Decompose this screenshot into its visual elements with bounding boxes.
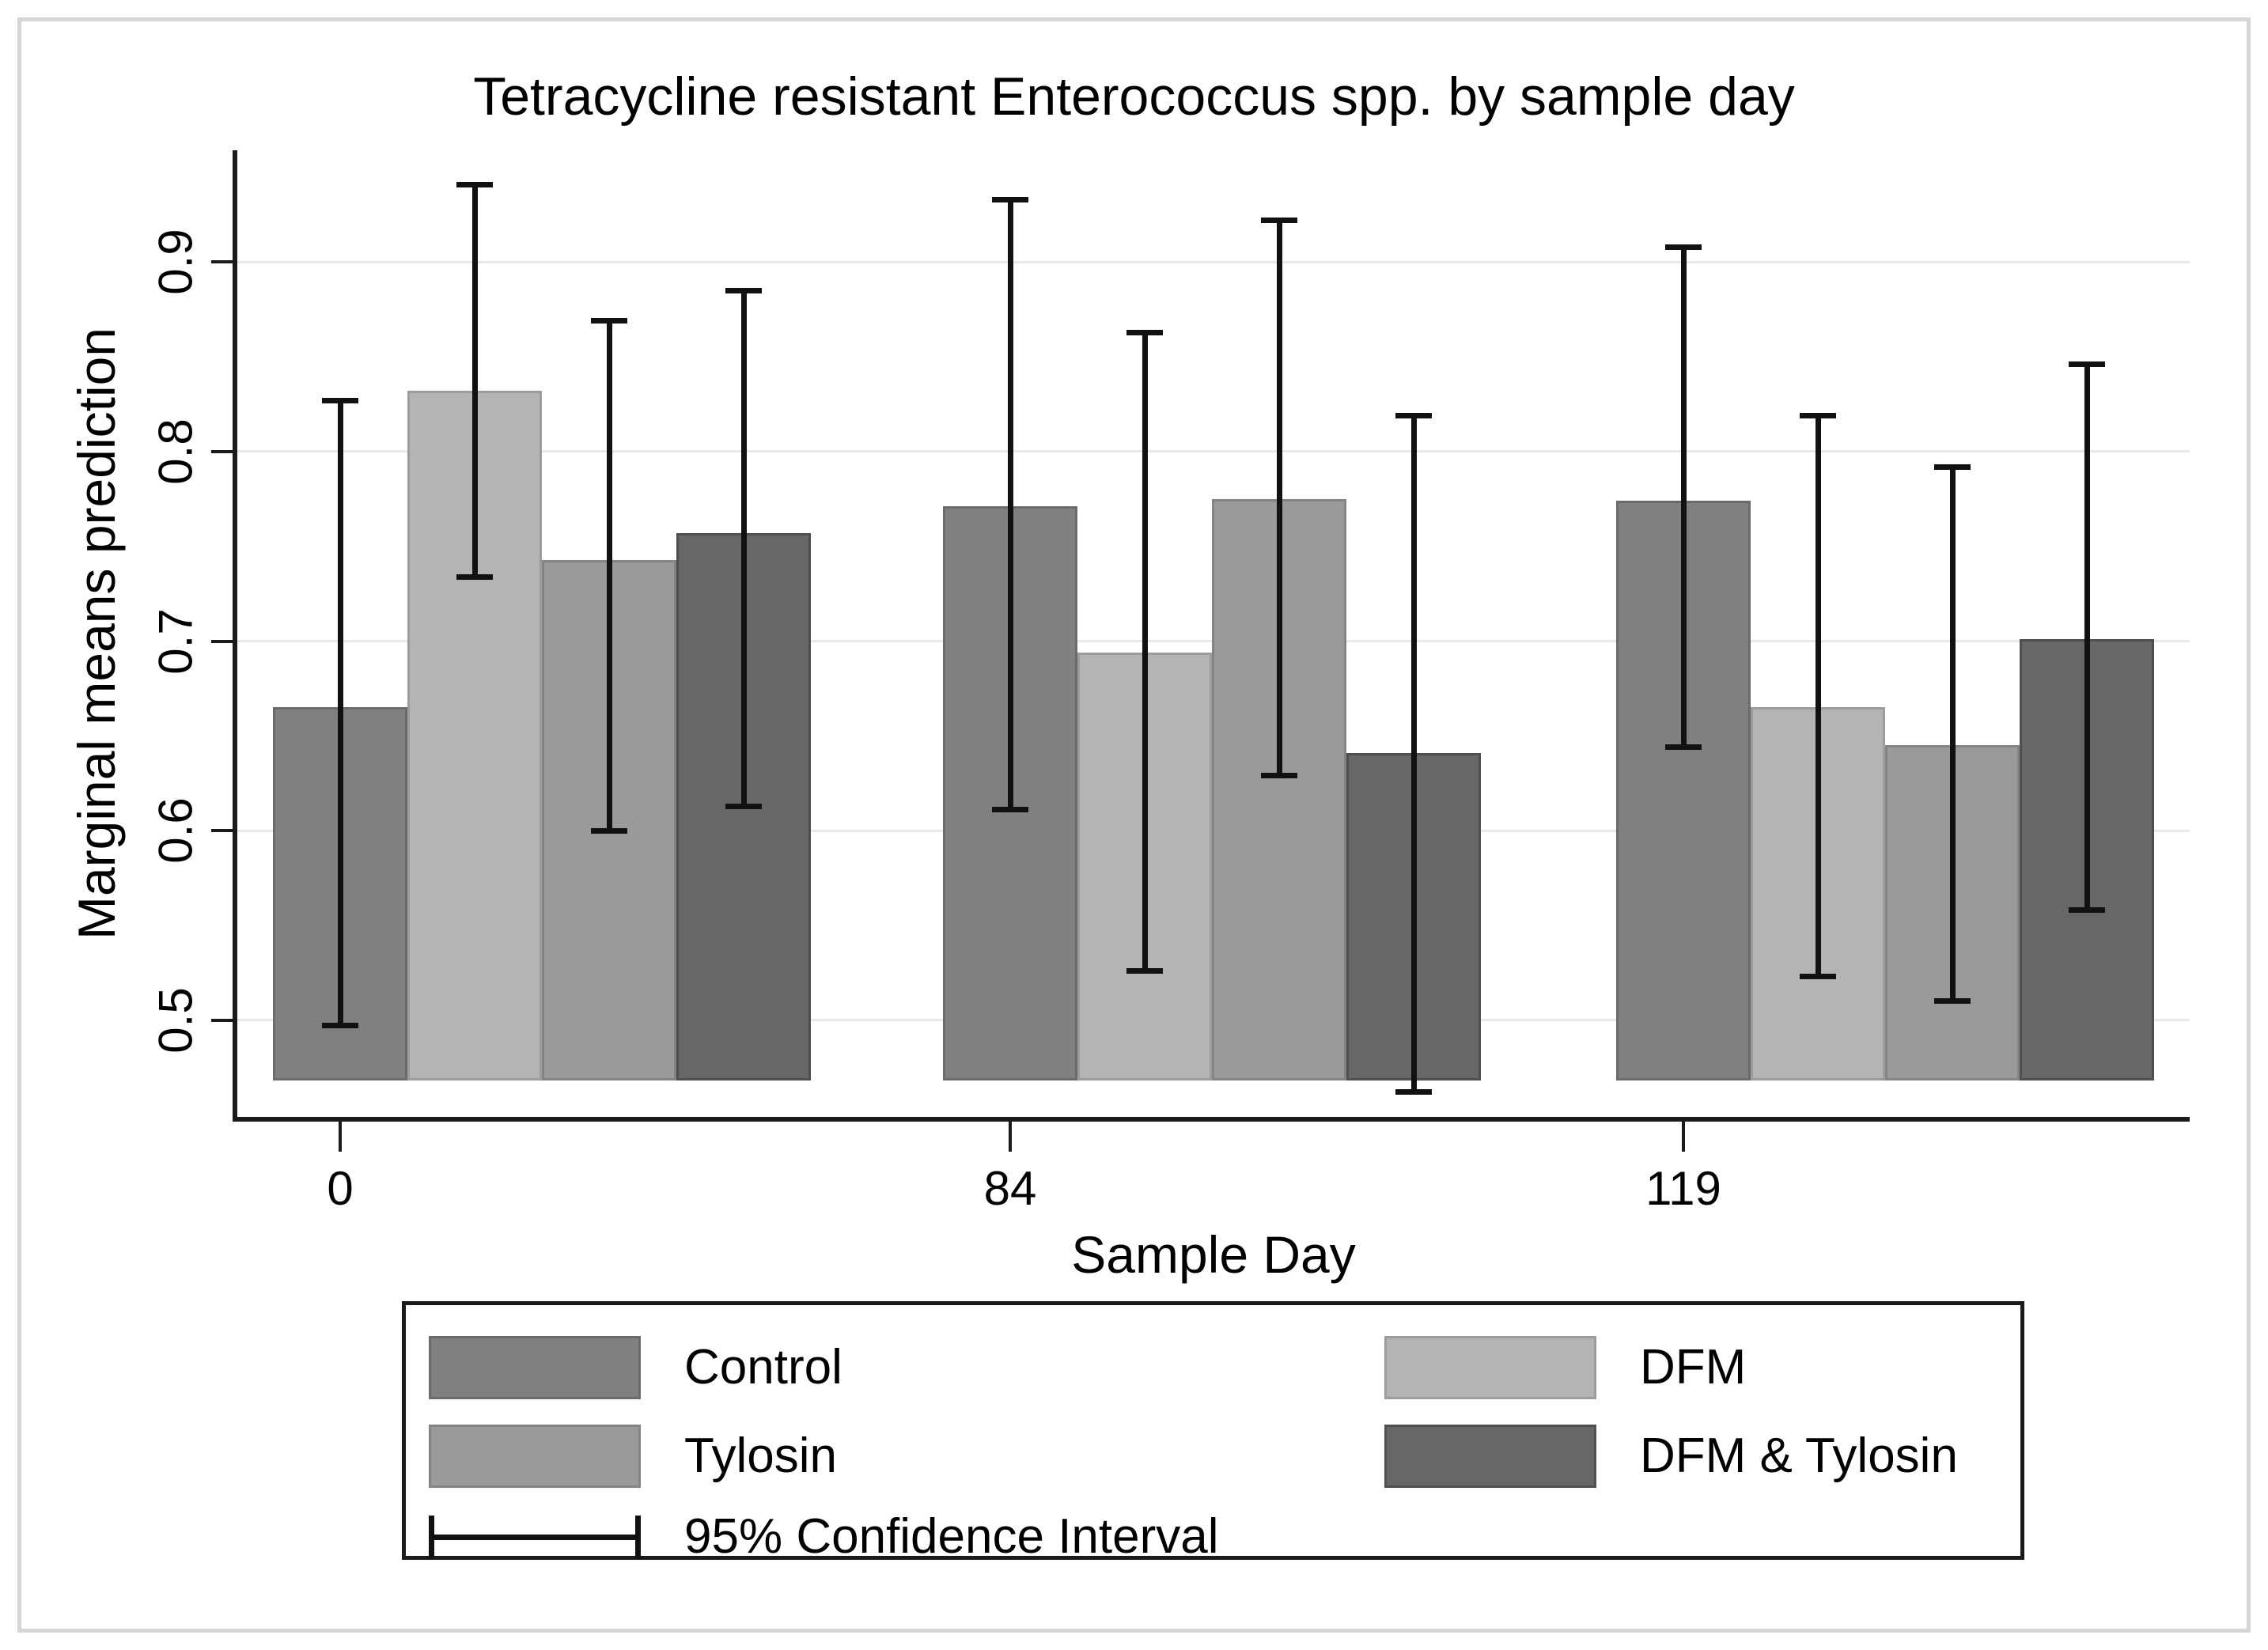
y-axis-line — [233, 150, 237, 1122]
legend-swatch-tylosin — [429, 1425, 641, 1488]
y-tick — [211, 260, 237, 264]
error-bar-cap-bottom — [456, 573, 493, 580]
error-bar-cap-top — [1126, 329, 1163, 335]
error-bar-cap-bottom — [992, 807, 1028, 813]
chart-title: Tetracycline resistant Enterococcus spp.… — [473, 66, 1795, 127]
error-bar-cap-top — [591, 318, 627, 324]
error-bar-cap-bottom — [591, 827, 627, 834]
error-bar-line — [1142, 332, 1148, 971]
error-bar-cap-top — [1800, 412, 1836, 418]
error-bar-line — [740, 290, 747, 807]
y-tick-label: 0.7 — [149, 607, 203, 675]
error-bar-line — [1815, 415, 1821, 977]
error-bar-cap-top — [322, 397, 358, 403]
error-bar-line — [1007, 199, 1013, 810]
error-bar-line — [471, 184, 478, 577]
y-tick-label: 0.9 — [149, 229, 203, 296]
error-bar-cap-bottom — [1395, 1089, 1432, 1096]
legend-label-dfm: DFM — [1640, 1340, 1747, 1395]
legend-label-tylosin: Tylosin — [684, 1429, 837, 1483]
legend: Control DFM Tylosin DFM & Tylosin 95% Confid… — [402, 1301, 2024, 1564]
error-bar-cap-top — [992, 196, 1028, 202]
x-tick-label: 0 — [327, 1162, 354, 1215]
error-bar-line — [337, 400, 343, 1026]
error-bar-line — [1410, 415, 1417, 1092]
y-tick-label: 0.8 — [149, 418, 203, 485]
error-bar-line — [2084, 364, 2090, 910]
x-tick — [1682, 1122, 1685, 1152]
legend-swatch-control — [429, 1336, 641, 1399]
error-bar-cap-top — [1665, 244, 1702, 250]
ci-legend-icon-cap-right — [635, 1516, 641, 1558]
error-bar-line — [1276, 220, 1282, 776]
legend-swatch-dfm-tylosin — [1384, 1425, 1596, 1488]
gridline — [237, 450, 2190, 453]
y-tick-label: 0.6 — [149, 797, 203, 864]
x-axis-label: Sample Day — [1071, 1225, 1356, 1284]
x-axis-line — [233, 1117, 2190, 1122]
error-bar-cap-top — [456, 181, 493, 187]
error-bar-cap-bottom — [2069, 907, 2105, 914]
error-bar-cap-top — [1395, 412, 1432, 418]
x-tick — [1009, 1122, 1012, 1152]
y-tick — [211, 449, 237, 453]
legend-label-ci: 95% Confidence Interval — [684, 1509, 1219, 1564]
y-tick-label: 0.5 — [149, 987, 203, 1054]
x-tick-label: 119 — [1645, 1162, 1721, 1215]
legend-label-control: Control — [684, 1340, 842, 1395]
ci-legend-icon-cap-left — [429, 1516, 434, 1558]
error-bar-cap-bottom — [322, 1023, 358, 1029]
x-tick-label: 84 — [983, 1162, 1037, 1215]
error-bar-cap-bottom — [1261, 773, 1297, 779]
legend-label-dfm-tylosin: DFM & Tylosin — [1640, 1429, 1958, 1483]
error-bar-cap-bottom — [1665, 744, 1702, 751]
ci-legend-icon-line — [429, 1534, 641, 1540]
y-tick — [211, 829, 237, 833]
y-axis-label: Marginal means prediction — [67, 327, 126, 940]
error-bar-cap-top — [725, 287, 762, 293]
error-bar-line — [606, 320, 612, 831]
error-bar-cap-top — [1261, 218, 1297, 224]
error-bar-cap-bottom — [1800, 974, 1836, 980]
gridline — [237, 260, 2190, 263]
legend-swatch-dfm — [1384, 1336, 1596, 1399]
error-bar-cap-bottom — [725, 803, 762, 809]
error-bar-line — [1680, 247, 1687, 747]
page-frame-border — [17, 17, 2251, 1633]
y-tick — [211, 639, 237, 643]
y-tick — [211, 1018, 237, 1022]
error-bar-cap-bottom — [1126, 968, 1163, 974]
error-bar-cap-top — [2069, 361, 2105, 368]
x-tick — [339, 1122, 342, 1152]
error-bar-line — [1949, 467, 1956, 1001]
error-bar-cap-top — [1934, 464, 1971, 470]
error-bar-cap-bottom — [1934, 998, 1971, 1005]
